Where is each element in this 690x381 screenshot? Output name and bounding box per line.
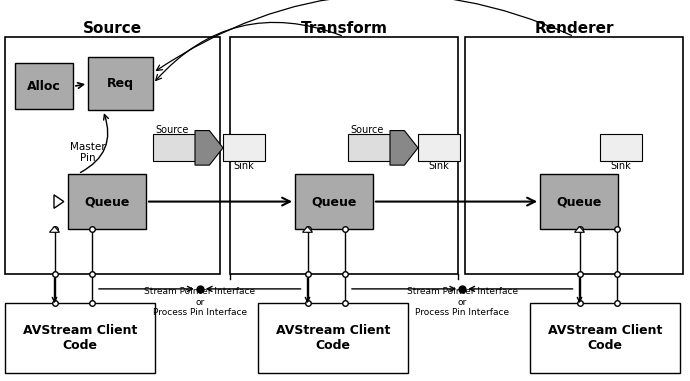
Text: Source: Source — [155, 125, 188, 134]
Text: Alloc: Alloc — [27, 80, 61, 93]
Bar — [600, 134, 642, 161]
Bar — [418, 134, 460, 161]
Text: Stream Pointer Interface
or
Process Pin Interface: Stream Pointer Interface or Process Pin … — [406, 287, 518, 317]
Text: AVStream Client
Code: AVStream Client Code — [23, 324, 137, 352]
Bar — [153, 134, 195, 161]
Bar — [530, 303, 680, 373]
Text: Sink: Sink — [611, 161, 631, 171]
Polygon shape — [54, 195, 63, 208]
Polygon shape — [50, 227, 59, 232]
Polygon shape — [195, 131, 223, 165]
Polygon shape — [390, 131, 418, 165]
Text: Queue: Queue — [311, 195, 357, 208]
Bar — [5, 303, 155, 373]
Text: Queue: Queue — [556, 195, 602, 208]
Bar — [223, 134, 265, 161]
Bar — [295, 174, 373, 229]
Text: Sink: Sink — [428, 161, 449, 171]
Bar — [15, 63, 73, 109]
Bar — [258, 303, 408, 373]
Polygon shape — [302, 227, 313, 232]
Text: Stream Pointer Interface
or
Process Pin Interface: Stream Pointer Interface or Process Pin … — [144, 287, 255, 317]
Text: AVStream Client
Code: AVStream Client Code — [276, 324, 390, 352]
Bar — [348, 134, 390, 161]
Text: Queue: Queue — [84, 195, 130, 208]
Text: Req: Req — [107, 77, 134, 90]
Text: Master
Pin: Master Pin — [70, 142, 106, 163]
Bar — [230, 37, 458, 274]
Bar — [465, 37, 683, 274]
Polygon shape — [575, 227, 584, 232]
Bar — [88, 57, 153, 110]
Text: Source: Source — [83, 21, 142, 36]
Text: Renderer: Renderer — [534, 21, 613, 36]
Bar — [68, 174, 146, 229]
Bar — [540, 174, 618, 229]
Text: Transform: Transform — [301, 21, 388, 36]
Bar — [5, 37, 220, 274]
Text: AVStream Client
Code: AVStream Client Code — [548, 324, 662, 352]
Text: Sink: Sink — [234, 161, 255, 171]
Text: Source: Source — [350, 125, 384, 134]
